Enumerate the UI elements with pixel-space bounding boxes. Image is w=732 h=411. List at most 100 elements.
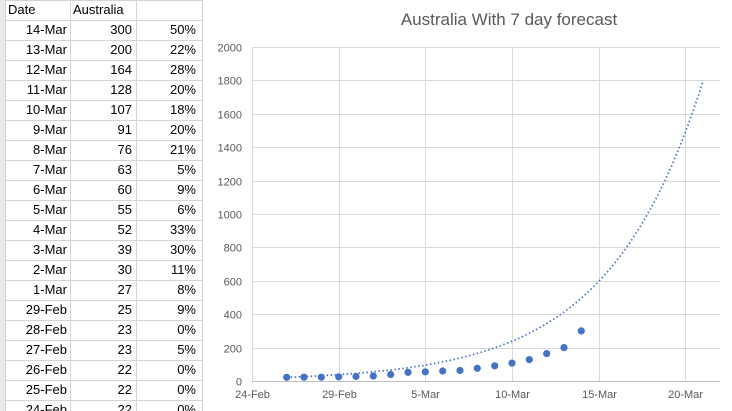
cell-cases[interactable]: 52	[118, 222, 132, 237]
data-point[interactable]	[439, 367, 447, 375]
cell-date[interactable]: 10-Mar	[26, 102, 68, 117]
cell-cases[interactable]: 23	[118, 322, 132, 337]
cell-date[interactable]: 14-Mar	[26, 22, 68, 37]
data-point[interactable]	[525, 356, 533, 364]
header-date[interactable]: Date	[8, 2, 35, 17]
cell-growth[interactable]: 20%	[170, 82, 196, 97]
cell-growth[interactable]: 21%	[170, 142, 196, 157]
cell-growth[interactable]: 0%	[177, 402, 196, 411]
cell-growth[interactable]: 0%	[177, 362, 196, 377]
cell-date[interactable]: 3-Mar	[33, 242, 68, 257]
chart-title[interactable]: Australia With 7 day forecast	[401, 10, 618, 29]
data-point[interactable]	[491, 362, 499, 370]
data-point[interactable]	[473, 364, 481, 372]
header-country[interactable]: Australia	[73, 2, 124, 17]
data-point[interactable]	[352, 372, 360, 381]
chart-object[interactable]: Australia With 7 day forecast 0 200 400 600…	[208, 0, 732, 411]
data-table: 14-Mar 300 50% 13-Mar 200 22% 12-Mar 164 28% 11-M…	[26, 22, 197, 411]
cell-date[interactable]: 6-Mar	[33, 182, 68, 197]
cell-growth[interactable]: 20%	[170, 122, 196, 137]
cell-cases[interactable]: 27	[118, 282, 132, 297]
cell-growth[interactable]: 33%	[170, 222, 196, 237]
cell-growth[interactable]: 9%	[177, 182, 196, 197]
cell-date[interactable]: 24-Feb	[26, 402, 67, 411]
cell-cases[interactable]: 30	[118, 262, 132, 277]
cell-cases[interactable]: 22	[118, 382, 132, 397]
cell-date[interactable]: 12-Mar	[26, 62, 68, 77]
cell-cases[interactable]: 23	[118, 342, 132, 357]
cell-growth[interactable]: 6%	[177, 202, 196, 217]
data-point[interactable]	[421, 368, 429, 376]
cell-date[interactable]: 25-Feb	[26, 382, 67, 397]
cell-growth[interactable]: 22%	[170, 42, 196, 57]
cell-grid	[5, 0, 203, 411]
y-tick-label: 800	[224, 243, 242, 255]
cell-cases[interactable]: 63	[118, 162, 132, 177]
cell-date[interactable]: 4-Mar	[33, 222, 68, 237]
cell-growth[interactable]: 0%	[177, 322, 196, 337]
y-tick-label: 1600	[218, 110, 242, 122]
cell-cases[interactable]: 128	[110, 82, 132, 97]
cell-cases[interactable]: 107	[110, 102, 132, 117]
data-point[interactable]	[387, 370, 395, 379]
cell-cases[interactable]: 55	[118, 202, 132, 217]
cell-date[interactable]: 28-Feb	[26, 322, 67, 337]
cell-date[interactable]: 1-Mar	[33, 282, 68, 297]
cell-cases[interactable]: 164	[110, 62, 132, 77]
cell-date[interactable]: 26-Feb	[26, 362, 67, 377]
cell-date[interactable]: 29-Feb	[26, 302, 67, 317]
cell-date[interactable]: 13-Mar	[26, 42, 68, 57]
cell-date[interactable]: 2-Mar	[33, 262, 68, 277]
cell-growth[interactable]: 9%	[177, 302, 196, 317]
cell-growth[interactable]: 0%	[177, 382, 196, 397]
y-tick-label: 200	[224, 344, 242, 356]
cell-date[interactable]: 11-Mar	[27, 82, 68, 97]
cell-growth[interactable]: 28%	[170, 62, 196, 77]
y-tick-label: 1000	[218, 210, 242, 222]
cell-growth[interactable]: 5%	[177, 162, 196, 177]
x-tick-label: 15-Mar	[582, 389, 617, 401]
cell-growth[interactable]: 8%	[177, 282, 196, 297]
data-point[interactable]	[335, 373, 343, 381]
y-tick-label: 1400	[218, 143, 242, 155]
y-tick-label: 1800	[218, 76, 242, 88]
x-tick-label: 29-Feb	[322, 389, 357, 401]
data-point[interactable]	[404, 368, 412, 376]
cell-cases[interactable]: 91	[118, 122, 132, 137]
x-tick-label: 20-Mar	[668, 389, 703, 401]
cell-cases[interactable]: 60	[118, 182, 132, 197]
cell-cases[interactable]: 76	[118, 142, 132, 157]
cell-cases[interactable]: 200	[110, 42, 132, 57]
data-point[interactable]	[560, 344, 568, 352]
cell-growth[interactable]: 18%	[170, 102, 196, 117]
data-point[interactable]	[508, 359, 516, 367]
data-point[interactable]	[369, 372, 377, 380]
cell-cases[interactable]: 22	[118, 402, 132, 411]
cell-cases[interactable]: 39	[118, 242, 132, 257]
data-point[interactable]	[577, 327, 585, 335]
cell-cases[interactable]: 300	[110, 22, 132, 37]
y-tick-label: 1200	[218, 177, 242, 189]
cell-growth[interactable]: 50%	[170, 22, 196, 37]
y-tick-label: 600	[224, 277, 242, 289]
cell-date[interactable]: 8-Mar	[33, 142, 68, 157]
cell-date[interactable]: 27-Feb	[26, 342, 67, 357]
data-point[interactable]	[543, 350, 551, 358]
cell-cases[interactable]: 25	[118, 302, 132, 317]
chart-area[interactable]	[208, 0, 732, 411]
cell-date[interactable]: 7-Mar	[33, 162, 68, 177]
cell-growth[interactable]: 5%	[177, 342, 196, 357]
cell-growth[interactable]: 11%	[171, 262, 196, 277]
cell-date[interactable]: 9-Mar	[33, 122, 68, 137]
x-tick-label: 24-Feb	[235, 389, 270, 401]
chart-gridlines	[252, 47, 720, 382]
data-series[interactable]	[283, 327, 585, 381]
data-point[interactable]	[317, 373, 325, 381]
y-axis-ticks: 0 200 400 600 800 1000 1200 1400 1600 1800 2000	[218, 43, 242, 389]
data-point[interactable]	[456, 366, 464, 375]
cell-growth[interactable]: 30%	[170, 242, 196, 257]
cell-date[interactable]: 5-Mar	[33, 202, 68, 217]
data-point[interactable]	[300, 373, 308, 381]
data-point[interactable]	[283, 373, 291, 381]
cell-cases[interactable]: 22	[118, 362, 132, 377]
